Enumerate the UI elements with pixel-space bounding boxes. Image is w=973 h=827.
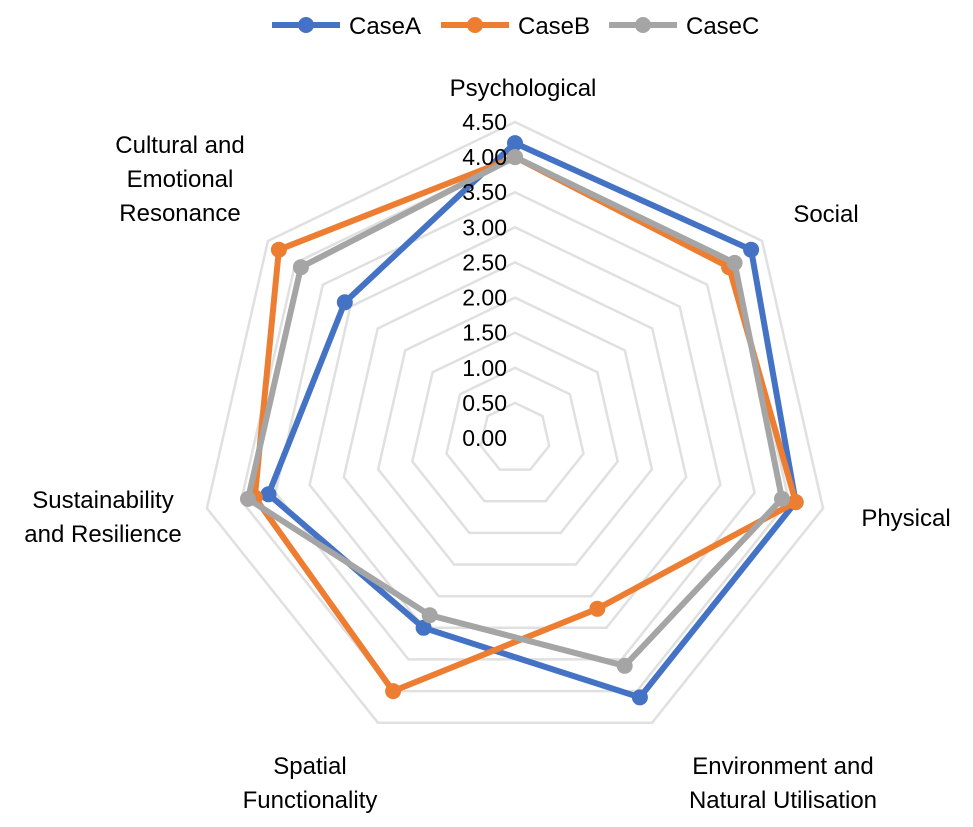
data-point xyxy=(421,607,438,624)
tick-label: 2.50 xyxy=(462,249,507,275)
legend-item: CaseA xyxy=(272,13,421,40)
tick-label: 2.00 xyxy=(462,285,507,311)
tick-label: 1.00 xyxy=(462,355,507,381)
axis-label: Sustainability and Resilience xyxy=(24,487,181,548)
tick-label: 4.50 xyxy=(462,109,507,135)
axis-label-line: and Resilience xyxy=(24,521,181,548)
legend-marker xyxy=(467,17,483,33)
grid-ring xyxy=(479,401,551,471)
data-point xyxy=(240,490,256,507)
legend-marker xyxy=(635,17,651,33)
axis-label: Physical xyxy=(861,505,950,532)
data-point xyxy=(292,259,309,276)
axis-label-line: Sustainability xyxy=(32,487,173,514)
axis-label-line: Cultural and xyxy=(115,132,244,159)
axis-label-line: Emotional xyxy=(127,166,234,193)
series-line xyxy=(245,154,785,669)
chart-legend: CaseA CaseB CaseC xyxy=(272,13,759,40)
series-line xyxy=(265,140,799,701)
legend-label: CaseB xyxy=(518,13,590,40)
radar-series xyxy=(240,135,804,706)
axis-label: Social xyxy=(793,201,858,228)
grid-ring xyxy=(410,331,620,535)
axis-label-line: Functionality xyxy=(243,787,378,814)
axis-label: Spatial Functionality xyxy=(243,753,378,814)
legend-marker xyxy=(298,17,314,33)
data-point xyxy=(787,494,804,511)
data-point xyxy=(507,149,523,166)
axis-labels: Psychological Social Physical Environment a… xyxy=(24,75,950,814)
legend-label: CaseC xyxy=(686,13,759,40)
axis-label-line: Natural Utilisation xyxy=(689,787,877,814)
data-point xyxy=(743,241,760,258)
tick-label: 4.00 xyxy=(462,144,507,170)
legend-label: CaseA xyxy=(349,13,421,40)
data-point xyxy=(589,600,606,617)
grid-ring xyxy=(342,261,688,598)
data-point xyxy=(774,490,790,507)
tick-label: 3.00 xyxy=(462,214,507,240)
data-point xyxy=(270,241,287,258)
data-point xyxy=(726,254,743,271)
data-point xyxy=(616,657,633,674)
axis-label-line: Environment and xyxy=(692,753,873,780)
series-CaseC xyxy=(240,149,790,674)
data-point xyxy=(336,294,353,311)
tick-label: 1.50 xyxy=(462,320,507,346)
axis-label: Psychological xyxy=(450,75,597,102)
data-point xyxy=(415,619,432,636)
tick-label: 0.50 xyxy=(462,390,507,416)
axis-label-line: Resonance xyxy=(119,200,240,227)
axis-label-line: Social xyxy=(793,201,858,228)
grid-ring xyxy=(308,225,722,630)
data-point xyxy=(631,689,648,706)
legend-item: CaseC xyxy=(609,13,759,40)
axis-label-line: Psychological xyxy=(450,75,597,102)
radial-tick-labels: 0.00 0.50 1.00 1.50 2.00 2.50 3.00 3.50 4.00 4.50 xyxy=(462,109,507,451)
data-point xyxy=(507,135,523,152)
axis-label: Environment and Natural Utilisation xyxy=(689,753,877,814)
legend-item: CaseB xyxy=(441,13,590,40)
axis-label-line: Spatial xyxy=(273,753,346,780)
grid-ring xyxy=(205,120,825,724)
data-point xyxy=(260,486,277,503)
data-point xyxy=(385,683,402,700)
axis-label: Cultural and Emotional Resonance xyxy=(115,132,244,227)
grid-ring xyxy=(376,296,654,566)
series-line xyxy=(251,154,799,695)
tick-label: 0.00 xyxy=(462,425,507,451)
grid-ring xyxy=(445,366,585,503)
axis-label-line: Physical xyxy=(861,505,950,532)
tick-label: 3.50 xyxy=(462,179,507,205)
